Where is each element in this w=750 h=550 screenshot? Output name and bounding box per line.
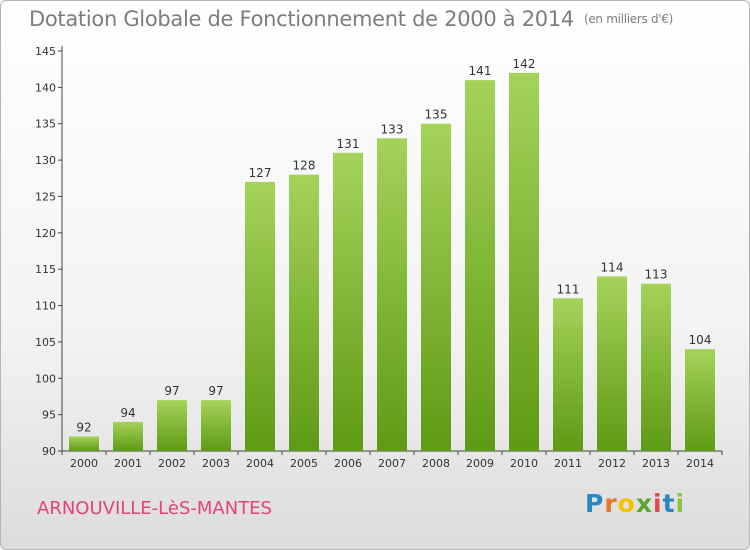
proxiti-logo: Proxiti [585, 489, 685, 518]
data-label-2003: 97 [208, 384, 223, 398]
y-tick-label: 140 [35, 81, 56, 94]
x-tick-label-2008: 2008 [422, 457, 450, 470]
data-label-2006: 131 [337, 137, 360, 151]
x-tick-label-2007: 2007 [378, 457, 406, 470]
chart-unit: (en milliers d'€) [583, 12, 673, 26]
y-tick-label: 95 [42, 409, 56, 422]
logo-letter: P [585, 489, 605, 518]
data-label-2000: 92 [76, 420, 91, 434]
y-tick-label: 100 [35, 372, 56, 385]
x-tick-label-2010: 2010 [510, 457, 538, 470]
y-tick-label: 125 [35, 190, 56, 203]
data-label-2010: 142 [513, 57, 536, 71]
data-label-2013: 113 [645, 268, 668, 282]
data-label-2005: 128 [293, 159, 316, 173]
bar-2010 [509, 72, 539, 452]
data-label-2002: 97 [164, 384, 179, 398]
bar-2008 [421, 123, 451, 452]
data-label-2008: 135 [425, 108, 448, 122]
x-tick-label-2011: 2011 [554, 457, 582, 470]
data-label-2014: 104 [689, 333, 712, 347]
x-tick-label-2012: 2012 [598, 457, 626, 470]
x-tick-label-2003: 2003 [202, 457, 230, 470]
bar-2006 [333, 152, 363, 451]
commune-name: ARNOUVILLE-LèS-MANTES [37, 498, 272, 519]
bar-2001 [113, 421, 143, 451]
bar-2009 [465, 80, 495, 451]
logo-letter: i [675, 489, 686, 518]
bar-2012 [597, 276, 627, 451]
data-label-2004: 127 [249, 166, 272, 180]
bar-2007 [377, 138, 407, 452]
y-tick-label: 90 [42, 445, 56, 458]
x-tick-label-2006: 2006 [334, 457, 362, 470]
x-tick-label-2009: 2009 [466, 457, 494, 470]
data-label-2001: 94 [120, 406, 135, 420]
logo-letter: x [635, 489, 653, 518]
x-tick-label-2013: 2013 [642, 457, 670, 470]
y-tick-label: 145 [35, 45, 56, 58]
y-tick-label: 105 [35, 336, 56, 349]
data-label-2007: 133 [381, 122, 404, 136]
chart-title: Dotation Globale de Fonctionnement de 20… [29, 7, 673, 31]
bar-2005 [289, 174, 319, 452]
bar-2011 [553, 298, 583, 451]
x-tick-label-2002: 2002 [158, 457, 186, 470]
bar-2003 [201, 400, 231, 451]
y-tick-label: 135 [35, 118, 56, 131]
logo-letter: i [653, 489, 663, 518]
x-tick-label-2004: 2004 [246, 457, 274, 470]
x-tick-label-2001: 2001 [114, 457, 142, 470]
data-label-2012: 114 [601, 260, 624, 274]
y-tick-label: 130 [35, 154, 56, 167]
data-label-2009: 141 [469, 64, 492, 78]
logo-letter: r [604, 489, 618, 518]
y-tick-label: 115 [35, 263, 56, 276]
x-tick-label-2000: 2000 [70, 457, 98, 470]
data-label-2011: 111 [557, 282, 580, 296]
bar-2000 [69, 436, 99, 451]
x-tick-label-2005: 2005 [290, 457, 318, 470]
bar-2013 [641, 283, 671, 451]
logo-letter: o [617, 489, 636, 518]
logo-letter: t [662, 489, 676, 518]
bar-2002 [157, 400, 187, 451]
bar-2004 [245, 181, 275, 451]
x-tick-label-2014: 2014 [686, 457, 714, 470]
y-tick-label: 120 [35, 227, 56, 240]
y-tick-label: 110 [35, 300, 56, 313]
bar-2014 [685, 349, 715, 451]
